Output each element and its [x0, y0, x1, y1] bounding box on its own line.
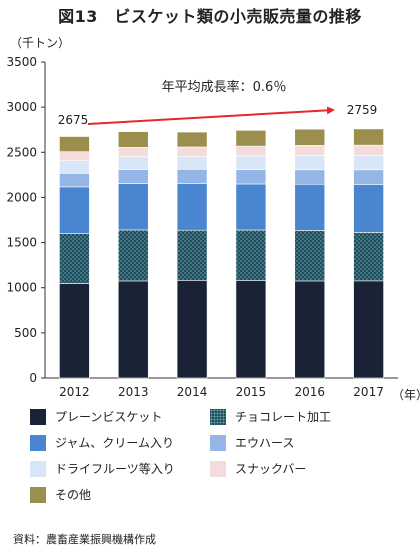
legend-item-3: ジャム、クリーム入り — [30, 434, 200, 451]
bar-segment-2016-series-4 — [294, 169, 326, 185]
bar-segment-2012-series-2 — [59, 233, 90, 284]
x-tick-label-2014: 2014 — [177, 385, 208, 399]
x-tick-label-2013: 2013 — [118, 385, 149, 399]
bar-segment-2012-series-1 — [59, 283, 90, 379]
legend-item-5: ドライフルーツ等入り — [30, 460, 200, 477]
bar-segment-2016-series-7 — [294, 128, 326, 146]
bar-segment-2015-series-7 — [235, 130, 267, 147]
bar-segment-2013-series-3 — [117, 183, 149, 231]
bar-segment-2017-series-7 — [353, 128, 384, 146]
bar-segment-2017-series-4 — [353, 169, 384, 185]
bar-segment-2012-series-5 — [59, 160, 90, 174]
x-tick-label-2016: 2016 — [294, 385, 325, 399]
bar-segment-2017-series-3 — [353, 184, 384, 233]
bar-segment-2012-series-3 — [59, 186, 90, 234]
y-tick-label: 1000 — [6, 281, 37, 295]
x-tick-label-2017: 2017 — [353, 385, 384, 399]
bar-segment-2015-series-2 — [235, 229, 267, 281]
legend-label: ドライフルーツ等入り — [55, 462, 175, 476]
y-tick-label: 1500 — [6, 236, 37, 250]
legend-swatch — [30, 460, 46, 477]
bar-segment-2016-series-6 — [294, 145, 326, 156]
growth-arrow — [87, 106, 335, 125]
bar-segment-2014-series-1 — [176, 280, 208, 379]
bar-segment-2014-series-3 — [176, 183, 208, 231]
bar-segment-2013-series-1 — [117, 280, 149, 379]
bar-segment-2013-series-5 — [117, 156, 149, 170]
y-tick-label: 500 — [14, 326, 37, 340]
legend-item-1: プレーンビスケット — [30, 408, 200, 425]
legend-label: ジャム、クリーム入り — [55, 436, 175, 450]
growth-rate-annotation: 年平均成長率：0.6％ — [162, 79, 287, 95]
bar-segment-2015-series-4 — [235, 169, 267, 185]
bar-segment-2012-series-6 — [59, 151, 90, 161]
y-tick-label: 0 — [29, 371, 37, 385]
legend-label: チョコレート加工 — [235, 410, 332, 424]
bar-segment-2017-series-1 — [353, 280, 384, 379]
bar-segment-2015-series-6 — [235, 145, 267, 157]
x-tick-label-2012: 2012 — [59, 385, 90, 399]
bar-segment-2017-series-2 — [353, 232, 384, 282]
source-note: 資料：農畜産業振興機構作成 — [13, 533, 156, 546]
legend-item-4: エウハース — [210, 434, 400, 451]
start-value-label: 2675 — [58, 113, 89, 127]
bar-segment-2012-series-7 — [59, 136, 90, 152]
legend-swatch — [30, 486, 46, 503]
bar-segment-2013-series-2 — [117, 229, 149, 282]
legend-label: スナックバー — [235, 462, 307, 476]
end-value-label: 2759 — [347, 103, 378, 117]
legend-label: エウハース — [235, 436, 295, 450]
x-tick-label-2015: 2015 — [236, 385, 267, 399]
bar-segment-2015-series-5 — [235, 155, 267, 170]
bar-segment-2016-series-3 — [294, 183, 326, 231]
x-axis-unit-label: （年） — [392, 388, 420, 402]
y-tick-label: 2000 — [6, 190, 37, 204]
bar-segment-2014-series-2 — [176, 229, 208, 281]
legend: プレーンビスケット チョコレート加工ジャム、クリーム入り エウハースドライフルーツ等… — [30, 408, 420, 503]
legend-swatch — [210, 434, 226, 451]
legend-label: その他 — [55, 488, 92, 502]
legend-swatch — [30, 434, 46, 451]
chart-title: 図13 ビスケット類の小売販売量の推移 — [58, 7, 362, 26]
bar-segment-2013-series-6 — [117, 147, 149, 158]
bar-segment-2014-series-7 — [176, 131, 208, 148]
legend-swatch — [210, 408, 226, 425]
bar-segment-2012-series-4 — [59, 173, 90, 188]
bar-segment-2014-series-4 — [176, 168, 208, 185]
y-axis-unit-label: （千トン） — [10, 36, 71, 50]
y-tick-label: 2500 — [6, 145, 37, 159]
y-tick-label: 3000 — [6, 100, 37, 114]
bar-segment-2015-series-3 — [235, 183, 267, 231]
legend-swatch — [30, 408, 46, 425]
legend-item-2: チョコレート加工 — [210, 408, 400, 425]
bar-segment-2016-series-2 — [294, 230, 326, 282]
bar-segment-2016-series-1 — [294, 280, 326, 379]
bar-segment-2017-series-6 — [353, 144, 384, 156]
legend-item-7: その他 — [30, 486, 200, 503]
bar-segment-2014-series-6 — [176, 146, 208, 157]
bar-segment-2013-series-4 — [117, 169, 149, 184]
chart-plot: 0 500 1000 1500 2000 2500 3000 3500 2012 2013 201… — [6, 55, 398, 399]
bar-segment-2017-series-5 — [353, 155, 384, 171]
legend-label: プレーンビスケット — [55, 410, 163, 424]
legend-swatch — [210, 460, 226, 477]
bar-segment-2013-series-7 — [117, 131, 149, 148]
bar-segment-2014-series-5 — [176, 156, 208, 170]
legend-item-6: スナックバー — [210, 460, 400, 477]
bar-segment-2016-series-5 — [294, 155, 326, 171]
y-tick-label: 3500 — [6, 55, 37, 69]
bar-segment-2015-series-1 — [235, 280, 267, 379]
